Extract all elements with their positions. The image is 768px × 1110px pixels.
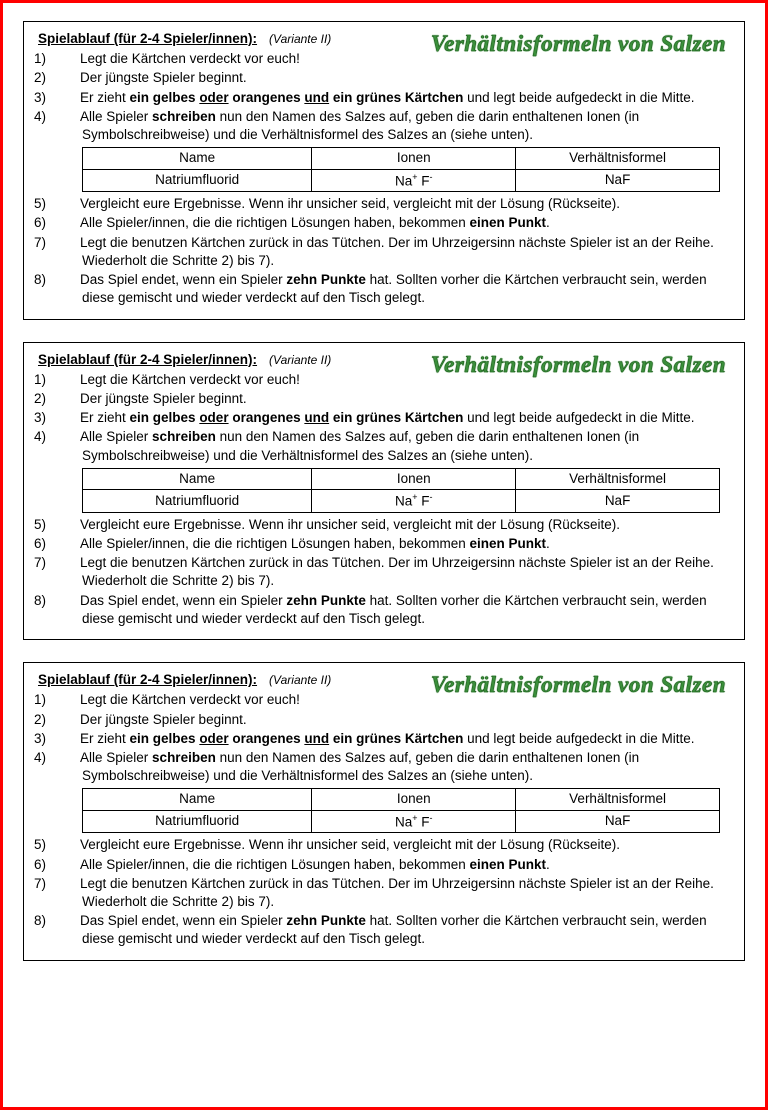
step-8: 8)Das Spiel endet, wenn ein Spieler zehn… <box>38 592 730 628</box>
box-header: Spielablauf (für 2-4 Spieler/innen): (Va… <box>38 30 730 48</box>
step-list-cont: 5)Vergleicht eure Ergebnisse. Wenn ihr u… <box>38 516 730 628</box>
cell-formula: NaF <box>516 169 720 192</box>
step-5: 5)Vergleicht eure Ergebnisse. Wenn ihr u… <box>38 516 730 534</box>
decorative-title: Verhältnisformeln von Salzen <box>431 349 726 380</box>
step-3: 3)Er zieht ein gelbes oder orangenes und… <box>38 409 730 427</box>
table-header-row: Name Ionen Verhältnisformel <box>83 789 720 810</box>
step-2: 2)Der jüngste Spieler beginnt. <box>38 390 730 408</box>
cell-name: Natriumfluorid <box>83 169 312 192</box>
example-table: Name Ionen Verhältnisformel Natriumfluor… <box>82 147 720 192</box>
step-list: 1)Legt die Kärtchen verdeckt vor euch! 2… <box>38 371 730 465</box>
table-row: Natriumfluorid Na+ F- NaF <box>83 490 720 513</box>
heading: Spielablauf (für 2-4 Spieler/innen): <box>38 671 257 689</box>
step-3: 3)Er zieht ein gelbes oder orangenes und… <box>38 730 730 748</box>
heading: Spielablauf (für 2-4 Spieler/innen): <box>38 30 257 48</box>
cell-name: Natriumfluorid <box>83 810 312 833</box>
cell-ions: Na+ F- <box>312 169 516 192</box>
cell-ions: Na+ F- <box>312 490 516 513</box>
step-7: 7)Legt die benutzen Kärtchen zurück in d… <box>38 234 730 270</box>
example-table: Name Ionen Verhältnisformel Natriumfluor… <box>82 788 720 833</box>
step-list-cont: 5)Vergleicht eure Ergebnisse. Wenn ihr u… <box>38 195 730 307</box>
step-3: 3)Er zieht ein gelbes oder orangenes und… <box>38 89 730 107</box>
decorative-title: Verhältnisformeln von Salzen <box>431 28 726 59</box>
step-4: 4)Alle Spieler schreiben nun den Namen d… <box>38 108 730 144</box>
variant-label: (Variante II) <box>269 31 331 47</box>
decorative-title: Verhältnisformeln von Salzen <box>431 669 726 700</box>
box-header: Spielablauf (für 2-4 Spieler/innen): (Va… <box>38 351 730 369</box>
cell-formula: NaF <box>516 490 720 513</box>
variant-label: (Variante II) <box>269 352 331 368</box>
col-formula: Verhältnisformel <box>516 148 720 169</box>
col-ions: Ionen <box>312 789 516 810</box>
step-5: 5)Vergleicht eure Ergebnisse. Wenn ihr u… <box>38 195 730 213</box>
step-list: 1)Legt die Kärtchen verdeckt vor euch! 2… <box>38 691 730 785</box>
step-7: 7)Legt die benutzen Kärtchen zurück in d… <box>38 554 730 590</box>
table-header-row: Name Ionen Verhältnisformel <box>83 468 720 489</box>
cell-ions: Na+ F- <box>312 810 516 833</box>
step-list-cont: 5)Vergleicht eure Ergebnisse. Wenn ihr u… <box>38 836 730 948</box>
table-row: Natriumfluorid Na+ F- NaF <box>83 169 720 192</box>
example-table: Name Ionen Verhältnisformel Natriumfluor… <box>82 468 720 513</box>
col-ions: Ionen <box>312 148 516 169</box>
step-6: 6)Alle Spieler/innen, die die richtigen … <box>38 535 730 553</box>
cell-name: Natriumfluorid <box>83 490 312 513</box>
col-formula: Verhältnisformel <box>516 468 720 489</box>
cell-formula: NaF <box>516 810 720 833</box>
variant-label: (Variante II) <box>269 672 331 688</box>
instruction-box-3: Spielablauf (für 2-4 Spieler/innen): (Va… <box>23 662 745 961</box>
step-8: 8)Das Spiel endet, wenn ein Spieler zehn… <box>38 271 730 307</box>
instruction-box-1: Spielablauf (für 2-4 Spieler/innen): (Va… <box>23 21 745 320</box>
heading: Spielablauf (für 2-4 Spieler/innen): <box>38 351 257 369</box>
step-8: 8)Das Spiel endet, wenn ein Spieler zehn… <box>38 912 730 948</box>
step-4: 4)Alle Spieler schreiben nun den Namen d… <box>38 428 730 464</box>
table-header-row: Name Ionen Verhältnisformel <box>83 148 720 169</box>
instruction-box-2: Spielablauf (für 2-4 Spieler/innen): (Va… <box>23 342 745 641</box>
box-header: Spielablauf (für 2-4 Spieler/innen): (Va… <box>38 671 730 689</box>
step-6: 6)Alle Spieler/innen, die die richtigen … <box>38 856 730 874</box>
table-row: Natriumfluorid Na+ F- NaF <box>83 810 720 833</box>
col-formula: Verhältnisformel <box>516 789 720 810</box>
col-name: Name <box>83 468 312 489</box>
step-list: 1)Legt die Kärtchen verdeckt vor euch! 2… <box>38 50 730 144</box>
col-name: Name <box>83 148 312 169</box>
step-4: 4)Alle Spieler schreiben nun den Namen d… <box>38 749 730 785</box>
step-7: 7)Legt die benutzen Kärtchen zurück in d… <box>38 875 730 911</box>
step-2: 2)Der jüngste Spieler beginnt. <box>38 711 730 729</box>
col-ions: Ionen <box>312 468 516 489</box>
step-5: 5)Vergleicht eure Ergebnisse. Wenn ihr u… <box>38 836 730 854</box>
step-2: 2)Der jüngste Spieler beginnt. <box>38 69 730 87</box>
step-6: 6)Alle Spieler/innen, die die richtigen … <box>38 214 730 232</box>
col-name: Name <box>83 789 312 810</box>
